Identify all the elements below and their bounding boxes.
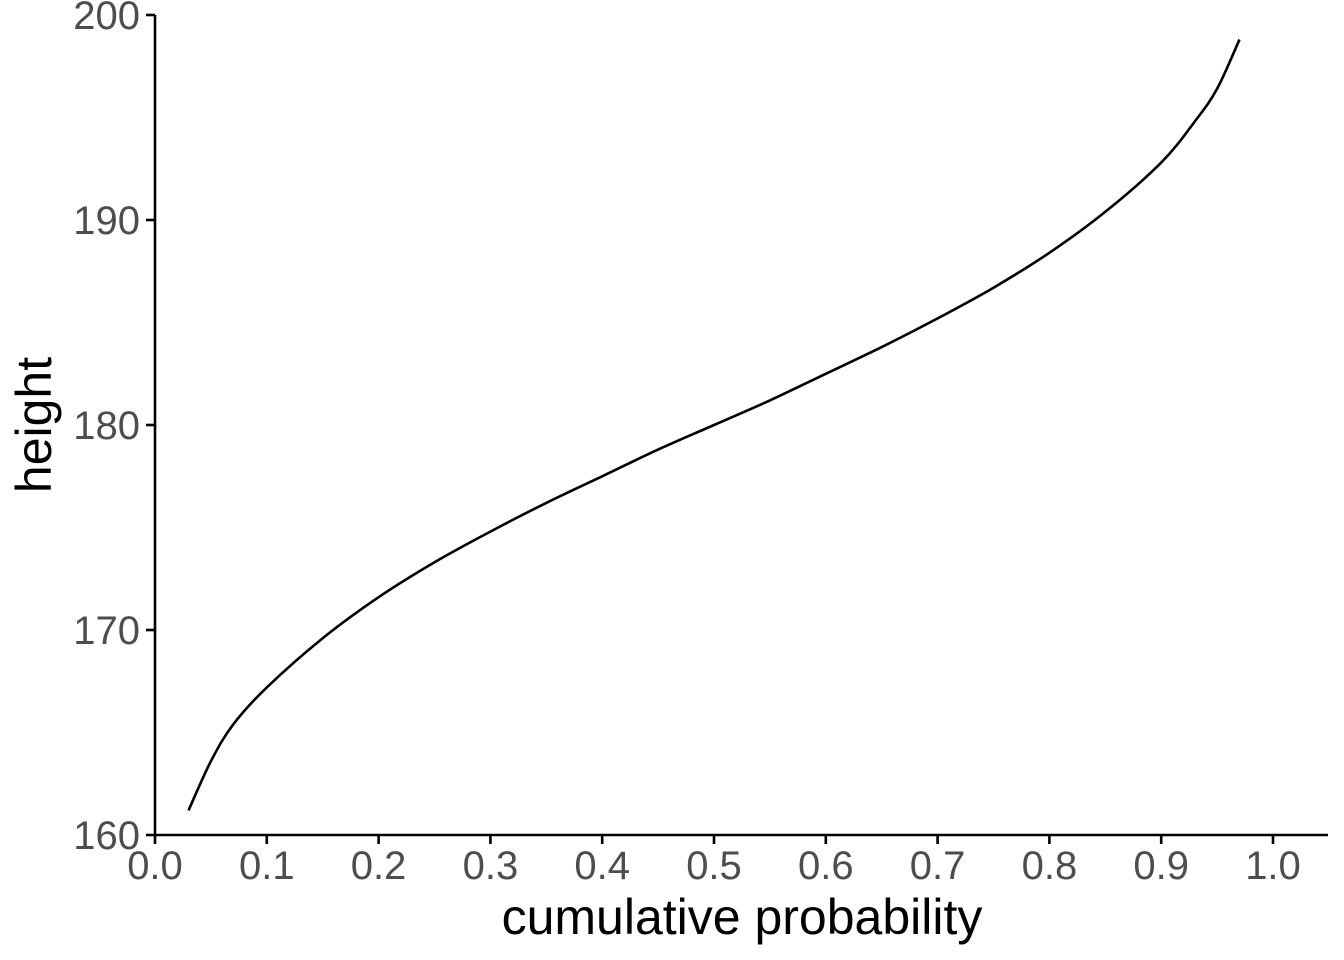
x-tick-label: 1.0	[1245, 844, 1301, 888]
x-tick-label: 0.3	[463, 844, 519, 888]
x-axis-label: cumulative probability	[502, 889, 983, 945]
x-tick-label: 0.7	[910, 844, 966, 888]
y-tick-label: 170	[73, 609, 140, 653]
x-tick-label: 0.4	[574, 844, 630, 888]
x-axis-ticks: 0.0 0.1 0.2 0.3 0.4 0.5 0.6 0.7 0.8 0.9 1.0	[127, 835, 1301, 888]
y-axis-label: height	[6, 357, 62, 493]
x-tick-label: 0.2	[351, 844, 407, 888]
x-tick-label: 0.9	[1133, 844, 1189, 888]
x-tick-label: 0.1	[239, 844, 295, 888]
y-tick-label: 200	[73, 0, 140, 38]
y-axis-ticks: 160 170 180 190 200	[73, 0, 155, 858]
y-tick-label: 180	[73, 404, 140, 448]
y-tick-label: 160	[73, 814, 140, 858]
x-tick-label: 0.6	[798, 844, 854, 888]
series-line	[187, 39, 1241, 811]
x-tick-label: 0.8	[1022, 844, 1078, 888]
x-tick-label: 0.0	[127, 844, 183, 888]
x-tick-label: 0.5	[686, 844, 742, 888]
y-tick-label: 190	[73, 199, 140, 243]
